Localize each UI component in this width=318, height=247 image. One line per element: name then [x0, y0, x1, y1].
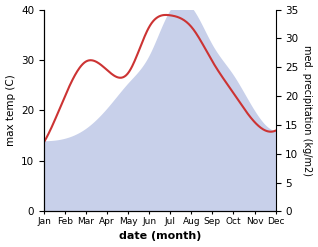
Y-axis label: med. precipitation (kg/m2): med. precipitation (kg/m2): [302, 45, 313, 176]
Y-axis label: max temp (C): max temp (C): [5, 75, 16, 146]
X-axis label: date (month): date (month): [119, 231, 201, 242]
